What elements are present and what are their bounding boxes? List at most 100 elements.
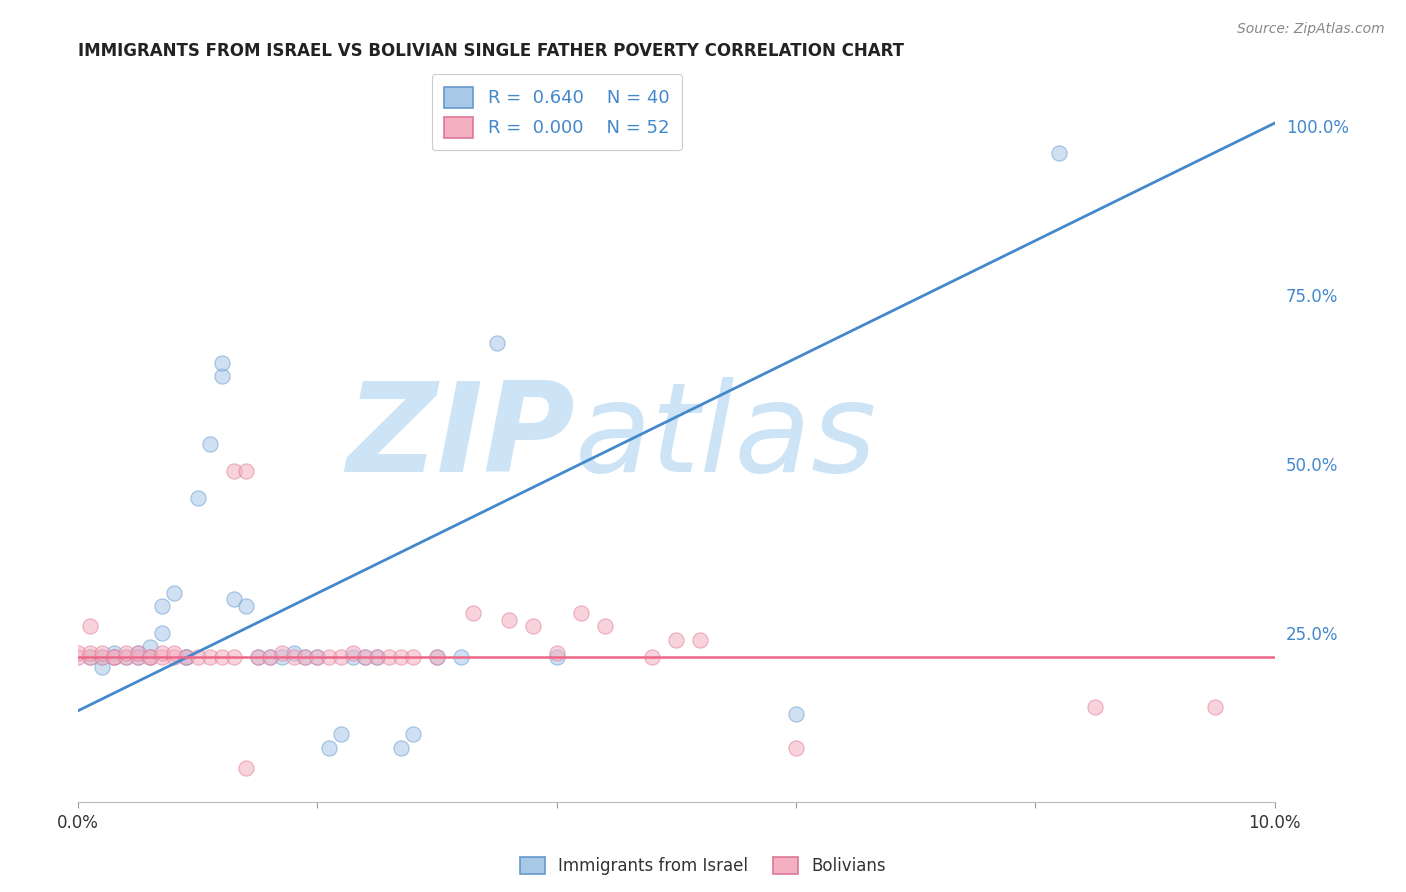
Point: [235, 761, 257, 775]
Point: [378, 649, 401, 664]
Point: [198, 649, 221, 664]
Point: [211, 369, 233, 384]
Point: [67, 649, 90, 664]
Point: [139, 640, 162, 654]
Point: [187, 649, 209, 664]
Text: ZIP: ZIP: [346, 376, 575, 498]
Point: [222, 464, 245, 478]
Point: [402, 649, 425, 664]
Point: [389, 649, 412, 664]
Point: [426, 649, 449, 664]
Point: [785, 740, 807, 755]
Point: [115, 649, 138, 664]
Point: [270, 646, 292, 660]
Point: [174, 649, 197, 664]
Point: [174, 649, 197, 664]
Point: [115, 649, 138, 664]
Point: [91, 649, 114, 664]
Point: [283, 649, 305, 664]
Point: [91, 660, 114, 674]
Point: [67, 646, 90, 660]
Point: [222, 649, 245, 664]
Point: [342, 649, 364, 664]
Point: [79, 646, 101, 660]
Point: [150, 649, 173, 664]
Point: [235, 464, 257, 478]
Point: [79, 649, 101, 664]
Point: [259, 649, 281, 664]
Point: [103, 649, 125, 664]
Point: [150, 626, 173, 640]
Point: [354, 649, 377, 664]
Point: [294, 649, 316, 664]
Point: [115, 646, 138, 660]
Point: [259, 649, 281, 664]
Point: [79, 619, 101, 633]
Point: [665, 632, 688, 647]
Point: [246, 649, 269, 664]
Text: IMMIGRANTS FROM ISRAEL VS BOLIVIAN SINGLE FATHER POVERTY CORRELATION CHART: IMMIGRANTS FROM ISRAEL VS BOLIVIAN SINGL…: [79, 42, 904, 60]
Point: [498, 613, 520, 627]
Point: [1204, 700, 1226, 714]
Point: [127, 649, 149, 664]
Point: [569, 606, 592, 620]
Point: [150, 646, 173, 660]
Point: [307, 649, 329, 664]
Point: [461, 606, 484, 620]
Point: [150, 599, 173, 613]
Point: [139, 649, 162, 664]
Legend: Immigrants from Israel, Bolivians: Immigrants from Israel, Bolivians: [512, 849, 894, 884]
Point: [127, 646, 149, 660]
Point: [174, 649, 197, 664]
Point: [294, 649, 316, 664]
Point: [139, 649, 162, 664]
Point: [198, 437, 221, 451]
Point: [307, 649, 329, 664]
Point: [402, 727, 425, 741]
Point: [103, 649, 125, 664]
Point: [318, 740, 340, 755]
Text: Source: ZipAtlas.com: Source: ZipAtlas.com: [1237, 22, 1385, 37]
Point: [222, 592, 245, 607]
Point: [270, 649, 292, 664]
Point: [546, 649, 568, 664]
Point: [426, 649, 449, 664]
Point: [235, 599, 257, 613]
Point: [689, 632, 711, 647]
Point: [79, 649, 101, 664]
Point: [522, 619, 544, 633]
Point: [103, 646, 125, 660]
Point: [283, 646, 305, 660]
Point: [1084, 700, 1107, 714]
Point: [318, 649, 340, 664]
Point: [163, 646, 186, 660]
Point: [485, 335, 508, 350]
Point: [211, 649, 233, 664]
Point: [366, 649, 388, 664]
Point: [211, 356, 233, 370]
Point: [103, 649, 125, 664]
Point: [127, 649, 149, 664]
Point: [330, 727, 353, 741]
Text: atlas: atlas: [575, 376, 877, 498]
Point: [785, 707, 807, 722]
Point: [366, 649, 388, 664]
Point: [163, 585, 186, 599]
Legend: R =  0.640    N = 40, R =  0.000    N = 52: R = 0.640 N = 40, R = 0.000 N = 52: [432, 74, 682, 150]
Point: [139, 649, 162, 664]
Point: [91, 646, 114, 660]
Point: [127, 646, 149, 660]
Point: [91, 649, 114, 664]
Point: [546, 646, 568, 660]
Point: [1047, 146, 1070, 161]
Point: [330, 649, 353, 664]
Point: [450, 649, 472, 664]
Point: [342, 646, 364, 660]
Point: [641, 649, 664, 664]
Point: [389, 740, 412, 755]
Point: [354, 649, 377, 664]
Point: [593, 619, 616, 633]
Point: [187, 491, 209, 505]
Point: [163, 649, 186, 664]
Point: [246, 649, 269, 664]
